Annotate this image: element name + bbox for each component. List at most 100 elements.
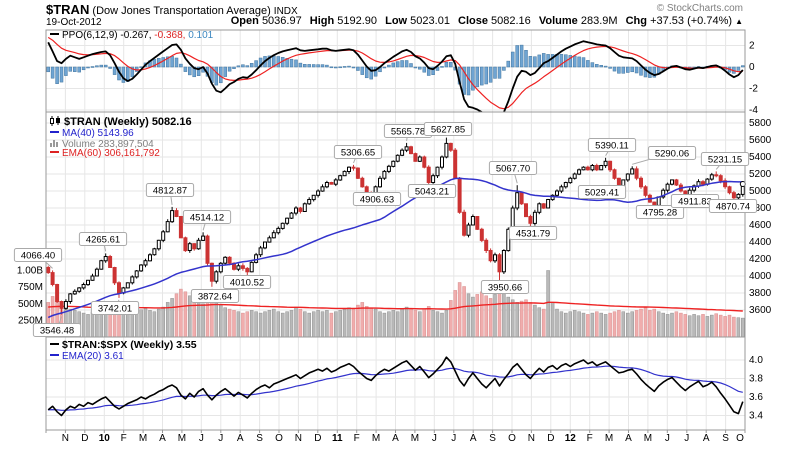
month-label: M (644, 433, 652, 444)
price-annotation-text: 5390.11 (595, 141, 629, 152)
price-annotation-text: 5029.41 (585, 188, 619, 199)
price-tick-label: 4200 (749, 254, 772, 265)
open-value: 5036.97 (261, 15, 302, 27)
month-label: D (81, 433, 88, 444)
price-annotation-text: 4795.28 (643, 208, 677, 219)
ratio-line (47, 356, 744, 417)
volume-value: 283.9M (580, 15, 618, 27)
up-arrow-icon: ▲ (735, 17, 743, 26)
price-annotation-text: 4066.40 (21, 251, 55, 262)
ppo-tick-label: 0 (749, 62, 755, 73)
month-label: F (121, 433, 127, 444)
chg-label: Chg (625, 15, 647, 27)
month-label: S (489, 433, 496, 444)
price-annotation-text: 5043.21 (415, 187, 449, 198)
month-label: N (528, 433, 535, 444)
price-annotation-box (423, 122, 473, 136)
copyright: © StockCharts.com (656, 3, 743, 14)
month-label: J (199, 433, 204, 444)
ppo-tick-label: -4 (749, 105, 758, 116)
close-label: Close (458, 15, 488, 27)
volume-ema-line (48, 301, 743, 312)
chart-title: $TRAN (Dow Jones Transportation Average)… (46, 2, 298, 17)
open-label: Open (230, 15, 259, 27)
price-annotation-text: 4870.74 (716, 202, 750, 213)
volume-bars (46, 270, 745, 337)
price-tick-label: 5800 (749, 118, 772, 129)
ratio-tick-label: 3.6 (749, 392, 763, 403)
high-value: 5192.90 (337, 15, 378, 27)
price-tick-label: 5000 (749, 186, 772, 197)
ratio-ema-line (48, 365, 743, 411)
low-label: Low (385, 15, 408, 27)
month-label: O (508, 433, 516, 444)
month-label: N (295, 433, 302, 444)
price-annotation-text: 5627.85 (431, 125, 465, 136)
month-label: S (722, 433, 729, 444)
price-annotation-text: 4812.87 (153, 186, 187, 197)
month-label: O (275, 433, 283, 444)
month-label: F (354, 433, 360, 444)
price-tick-label: 5200 (749, 169, 772, 180)
volume-tick-label: 1.00B (17, 266, 43, 277)
month-label: A (625, 433, 632, 444)
symbol: $TRAN (46, 2, 90, 17)
price-annotation-text: 4514.12 (190, 213, 224, 224)
price-annotation-text: 5290.06 (655, 149, 689, 160)
price-annotation-box (352, 192, 402, 206)
month-label: S (256, 433, 263, 444)
ratio-tick-label: 3.4 (749, 411, 763, 422)
price-annotation-box (190, 289, 240, 303)
high-label: High (309, 15, 335, 27)
price-tick-label: 4400 (749, 237, 772, 248)
price-tick-label: 4000 (749, 271, 772, 282)
volume-tick-label: 250M (18, 315, 43, 326)
price-annotation-box (647, 146, 697, 160)
month-label: F (587, 433, 593, 444)
price-annotation-box (508, 226, 558, 240)
month-label: A (703, 433, 710, 444)
price-annotation-box (700, 152, 750, 166)
price-annotation-box (13, 248, 63, 262)
ma40-line (47, 177, 743, 319)
price-annotation-box (587, 138, 637, 152)
month-label: O (736, 433, 744, 444)
ppo-lines (47, 36, 744, 112)
price-annotation-box (78, 232, 128, 246)
price-annotation-box (90, 301, 140, 315)
price-tick-label: 3800 (749, 288, 772, 299)
ratio-tick-label: 3.8 (749, 374, 763, 385)
price-annotation-box (407, 184, 457, 198)
month-label: M (178, 433, 186, 444)
month-label: M (605, 433, 613, 444)
volume-label: Volume (538, 15, 578, 27)
price-annotation-text: 5231.15 (708, 155, 742, 166)
axis-labels: 2 0 -2 -4 5800 5600 5400 5200 5000 4800 4600 4400 42… (17, 41, 772, 445)
month-label: 10 (99, 433, 111, 444)
price-annotation-box (145, 183, 195, 197)
price-tick-label: 3600 (749, 305, 772, 316)
month-label: J (665, 433, 670, 444)
price-annotation-text: 3742.01 (98, 304, 132, 315)
month-label: J (684, 433, 689, 444)
price-annotation-text: 4010.52 (230, 278, 264, 289)
price-annotation-box (182, 210, 232, 224)
price-annotation-text: 5306.65 (341, 148, 375, 159)
gridlines (46, 30, 745, 430)
price-annotations: 4066.40 3546.48 4265.61 3742.01 4812.87 4514.… (13, 122, 758, 337)
month-label: A (159, 433, 166, 444)
price-annotation-text: 3872.64 (198, 292, 232, 303)
ppo-tick-label: -2 (749, 84, 758, 95)
price-annotation-box (222, 275, 272, 289)
month-label: A (392, 433, 399, 444)
month-label: 11 (332, 433, 343, 444)
price-annotation-text: 3950.66 (488, 283, 522, 294)
ratio-tick-label: 4.0 (749, 355, 763, 366)
price-tick-label: 5400 (749, 152, 772, 163)
price-annotation-box (480, 280, 530, 294)
month-label: D (314, 433, 321, 444)
volume-tick-label: 750M (18, 282, 43, 293)
month-label: J (218, 433, 223, 444)
month-label: N (62, 433, 69, 444)
